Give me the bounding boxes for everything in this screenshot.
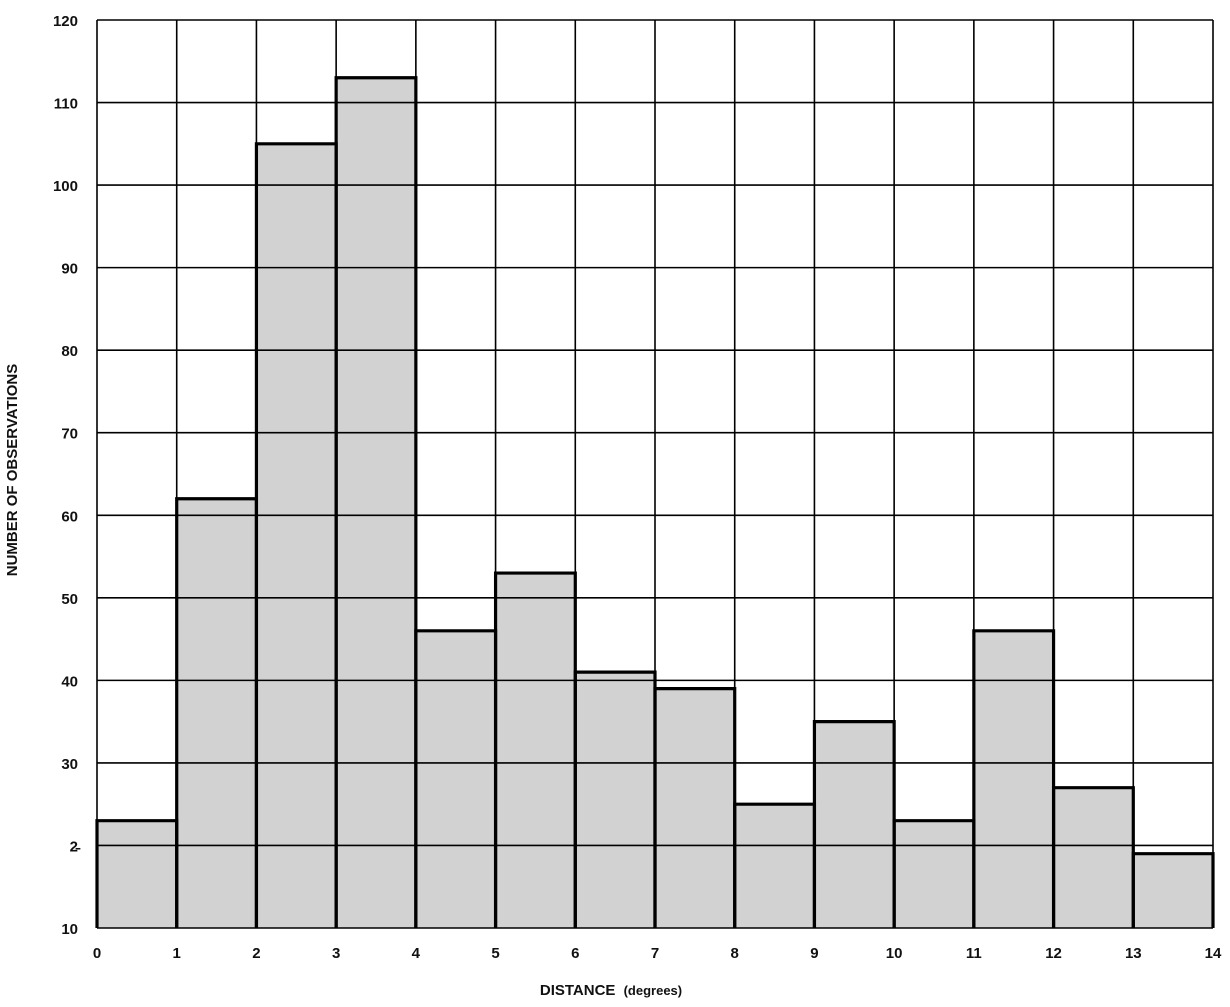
y-tick-label: 120	[53, 13, 78, 30]
histogram-bar	[973, 630, 1054, 928]
x-tick-label: 3	[332, 945, 340, 962]
y-tick-label: 30	[61, 756, 78, 773]
y-tick-labels: 120 110 100 90 80 70 60 50 40 30 2̵ 10	[53, 13, 81, 938]
histogram-bar	[336, 77, 416, 929]
histogram-bar	[575, 672, 655, 928]
y-tick-label: 10	[61, 921, 78, 938]
x-tick-label: 11	[966, 945, 982, 962]
x-tick-label: 4	[412, 945, 421, 962]
histogram-bar	[734, 804, 815, 928]
histogram-bar	[176, 498, 257, 928]
y-tick-label: 70	[61, 426, 78, 443]
y-tick-label: 50	[61, 591, 78, 608]
x-tick-label: 5	[491, 945, 499, 962]
histogram-bar-outline	[334, 76, 418, 928]
x-tick-label: 10	[886, 945, 903, 962]
x-tick-label: 6	[571, 945, 579, 962]
y-tick-label: 80	[61, 343, 78, 360]
bars-group	[97, 77, 1213, 929]
histogram-bar-outline	[1131, 852, 1215, 928]
x-tick-label: 0	[93, 945, 101, 962]
y-tick-label: 100	[53, 178, 78, 195]
x-axis-title-unit: (degrees)	[624, 983, 683, 998]
histogram-bar	[894, 820, 974, 928]
y-tick-label: 110	[54, 96, 78, 113]
bar-outlines-group	[95, 76, 1215, 928]
x-tick-label: 12	[1045, 945, 1062, 962]
y-tick-label: 40	[61, 673, 78, 690]
y-axis-title: NUMBER OF OBSERVATIONS	[4, 364, 21, 577]
x-tick-label: 7	[651, 945, 659, 962]
histogram-bar-outline	[972, 629, 1056, 928]
x-tick-label: 13	[1125, 945, 1142, 962]
histogram-bar	[495, 573, 576, 928]
x-tick-labels: 0 1 2 3 4 5 6 7 8 9 10 11 12 13 14	[93, 945, 1222, 962]
x-axis-title: DISTANCE (degrees)	[540, 982, 682, 999]
y-tick-label: 2̵	[70, 838, 81, 855]
y-tick-label: 60	[61, 508, 78, 525]
x-tick-label: 14	[1205, 945, 1222, 962]
histogram-bar	[655, 688, 735, 928]
x-tick-label: 1	[173, 945, 181, 962]
x-tick-label: 2	[252, 945, 260, 962]
x-tick-label: 9	[810, 945, 818, 962]
histogram-bar	[256, 143, 337, 928]
y-tick-label: 90	[61, 261, 78, 278]
histogram-bar	[1053, 787, 1134, 928]
histogram-bar	[415, 630, 496, 928]
histogram-bar	[814, 721, 895, 928]
histogram-bar	[97, 820, 177, 928]
x-axis-title-main: DISTANCE	[540, 982, 616, 999]
x-tick-label: 8	[731, 945, 739, 962]
histogram-bar	[1133, 853, 1213, 928]
